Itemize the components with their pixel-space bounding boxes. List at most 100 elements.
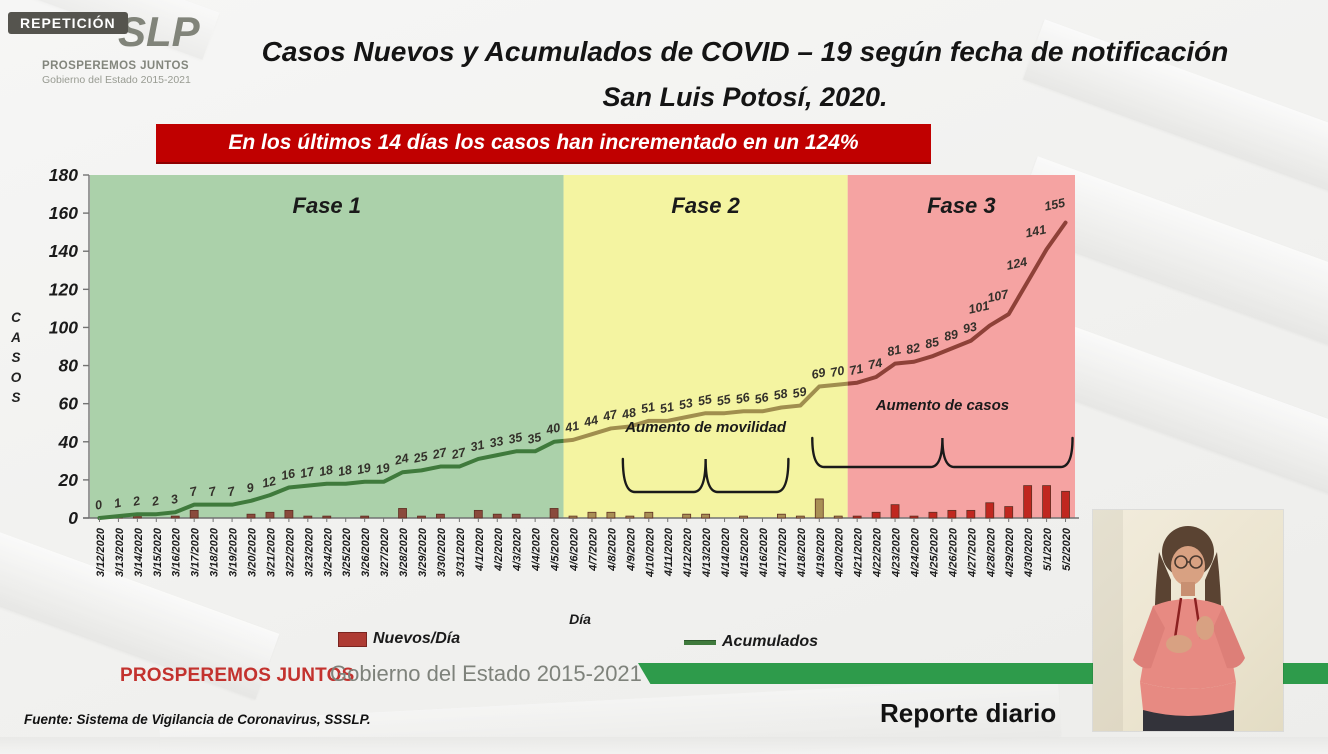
svg-text:3/17/2020: 3/17/2020: [190, 527, 202, 577]
bar: [473, 509, 483, 519]
svg-text:3/12/2020: 3/12/2020: [95, 527, 107, 577]
annotation-brace: [811, 436, 1074, 469]
bar: [170, 515, 180, 519]
svg-text:120: 120: [49, 279, 78, 299]
bar-swatch-icon: [338, 631, 367, 647]
svg-text:16: 16: [280, 466, 298, 483]
svg-text:3/25/2020: 3/25/2020: [341, 527, 353, 577]
bar: [644, 511, 654, 519]
svg-text:4/10/2020: 4/10/2020: [644, 527, 656, 578]
svg-text:4/16/2020: 4/16/2020: [758, 527, 770, 578]
line-acumulados: [97, 438, 564, 520]
svg-text:7: 7: [207, 484, 218, 499]
bar: [701, 513, 711, 519]
increase-banner: En los últimos 14 días los casos han inc…: [156, 124, 931, 164]
svg-text:4/6/2020: 4/6/2020: [569, 527, 581, 572]
svg-text:40: 40: [544, 421, 562, 438]
bar: [1023, 485, 1033, 519]
slp-logo: SLP: [118, 8, 200, 55]
svg-text:27: 27: [449, 445, 468, 462]
bar: [189, 509, 199, 519]
svg-text:100: 100: [49, 317, 78, 337]
svg-text:82: 82: [905, 341, 922, 358]
svg-text:3/31/2020: 3/31/2020: [455, 527, 467, 577]
svg-text:4/30/2020: 4/30/2020: [1023, 527, 1035, 578]
svg-text:5/2/2020: 5/2/2020: [1061, 527, 1073, 571]
phase-band: [90, 175, 564, 518]
svg-text:140: 140: [49, 241, 78, 261]
legend-label: Acumulados: [722, 633, 819, 650]
svg-text:180: 180: [49, 165, 78, 185]
x-axis-title: Día: [569, 611, 591, 627]
bar: [1061, 490, 1070, 519]
svg-text:19: 19: [356, 461, 373, 478]
bottom-edge-band: [0, 737, 1328, 754]
source-note: Fuente: Sistema de Vigilancia de Coronav…: [24, 712, 371, 727]
svg-text:4/5/2020: 4/5/2020: [550, 527, 562, 572]
svg-text:18: 18: [318, 462, 335, 479]
svg-text:69: 69: [810, 365, 827, 382]
svg-text:4/26/2020: 4/26/2020: [947, 527, 959, 578]
bar: [1042, 485, 1051, 519]
bar: [966, 509, 976, 519]
svg-text:44: 44: [582, 413, 600, 430]
bar: [587, 511, 597, 519]
svg-text:3/27/2020: 3/27/2020: [379, 527, 391, 577]
svg-text:7: 7: [188, 484, 199, 499]
annotation-text: Aumento de casos: [875, 397, 1009, 414]
svg-text:80: 80: [59, 356, 79, 376]
phase-bands: [90, 175, 1075, 518]
svg-text:Fase 1: Fase 1: [293, 193, 362, 218]
bar: [606, 511, 616, 519]
svg-text:20: 20: [58, 470, 79, 490]
svg-text:3/28/2020: 3/28/2020: [398, 527, 410, 577]
svg-text:3/18/2020: 3/18/2020: [209, 527, 221, 577]
svg-text:55: 55: [715, 392, 733, 409]
report-title: Reporte diario: [880, 698, 1057, 728]
page-title-line2: San Luis Potosí, 2020.: [602, 82, 888, 112]
svg-text:101: 101: [967, 299, 990, 317]
svg-text:3/24/2020: 3/24/2020: [322, 527, 334, 577]
svg-text:160: 160: [49, 203, 78, 223]
svg-text:85: 85: [924, 335, 942, 352]
svg-text:7: 7: [226, 484, 237, 499]
svg-text:4/4/2020: 4/4/2020: [531, 527, 543, 572]
svg-text:4/29/2020: 4/29/2020: [1004, 527, 1016, 578]
bar: [398, 508, 407, 519]
bar: [833, 515, 843, 519]
svg-text:141: 141: [1024, 222, 1047, 240]
svg-text:4/11/2020: 4/11/2020: [663, 527, 675, 577]
phase-labels: Fase 1 Fase 2 Fase 3: [293, 193, 996, 218]
bar: [947, 509, 957, 519]
bar: [909, 515, 919, 519]
svg-text:O: O: [11, 370, 22, 385]
svg-text:81: 81: [886, 342, 903, 359]
covid-chart: Fase 1 Fase 2 Fase 30204060801001201401601…: [10, 165, 1079, 578]
svg-text:0: 0: [94, 498, 104, 513]
bar: [1004, 506, 1014, 519]
svg-text:4/17/2020: 4/17/2020: [777, 527, 789, 578]
svg-text:3/23/2020: 3/23/2020: [303, 527, 315, 577]
svg-text:2: 2: [150, 494, 161, 509]
svg-text:4/25/2020: 4/25/2020: [928, 527, 940, 578]
svg-text:5/1/2020: 5/1/2020: [1042, 527, 1054, 571]
svg-text:93: 93: [962, 320, 979, 337]
bar: [871, 511, 881, 519]
svg-text:53: 53: [678, 396, 695, 413]
svg-text:3/15/2020: 3/15/2020: [152, 527, 164, 577]
bar: [303, 515, 313, 519]
bar: [795, 515, 805, 519]
bar: [417, 515, 426, 519]
sign-language-interpreter-video: [1093, 510, 1283, 731]
svg-text:12: 12: [261, 474, 278, 491]
svg-text:3/19/2020: 3/19/2020: [228, 527, 240, 577]
svg-text:55: 55: [697, 392, 715, 409]
legend-item-acumulados: Acumulados: [684, 633, 818, 651]
y-axis-labels: 0 20 40 60 80 100 120 140 160 180: [49, 165, 89, 528]
svg-text:58: 58: [772, 386, 789, 403]
svg-text:3/30/2020: 3/30/2020: [436, 527, 448, 577]
svg-text:C: C: [11, 310, 21, 325]
svg-text:24: 24: [392, 451, 410, 468]
